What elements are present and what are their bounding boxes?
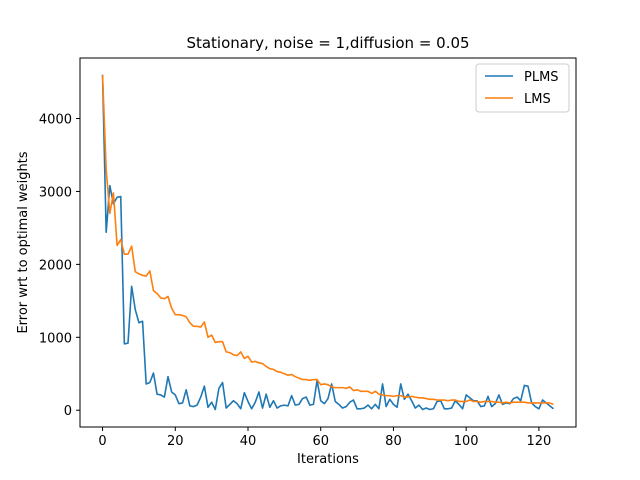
x-tick-label: 20	[167, 434, 184, 449]
axes-frame	[79, 57, 577, 428]
y-axis: 0 1000 2000 3000 4000	[39, 113, 80, 419]
legend-label-plms: PLMS	[524, 70, 559, 85]
y-axis-label: Error wrt to optimal weights	[16, 151, 31, 333]
legend-label-lms: LMS	[524, 92, 551, 107]
y-tick-label: 2000	[39, 258, 72, 273]
y-tick-label: 3000	[39, 185, 72, 200]
x-tick-label: 80	[385, 434, 402, 449]
y-tick-label: 0	[64, 404, 72, 419]
series-line-lms	[101, 74, 554, 406]
x-axis: 0 20 40 60 80 100 120	[98, 427, 551, 449]
legend: PLMS LMS	[475, 63, 570, 113]
x-tick-label: 120	[526, 434, 551, 449]
series-layer	[101, 74, 554, 411]
x-tick-label: 0	[98, 434, 106, 449]
x-tick-label: 40	[240, 434, 257, 449]
chart-title: Stationary, noise = 1,diffusion = 0.05	[186, 34, 469, 52]
x-axis-label: Iterations	[297, 452, 359, 467]
y-tick-label: 1000	[39, 331, 72, 346]
x-tick-label: 60	[312, 434, 329, 449]
x-tick-label: 100	[454, 434, 479, 449]
series-line-plms	[101, 74, 554, 411]
y-tick-label: 4000	[39, 113, 72, 128]
